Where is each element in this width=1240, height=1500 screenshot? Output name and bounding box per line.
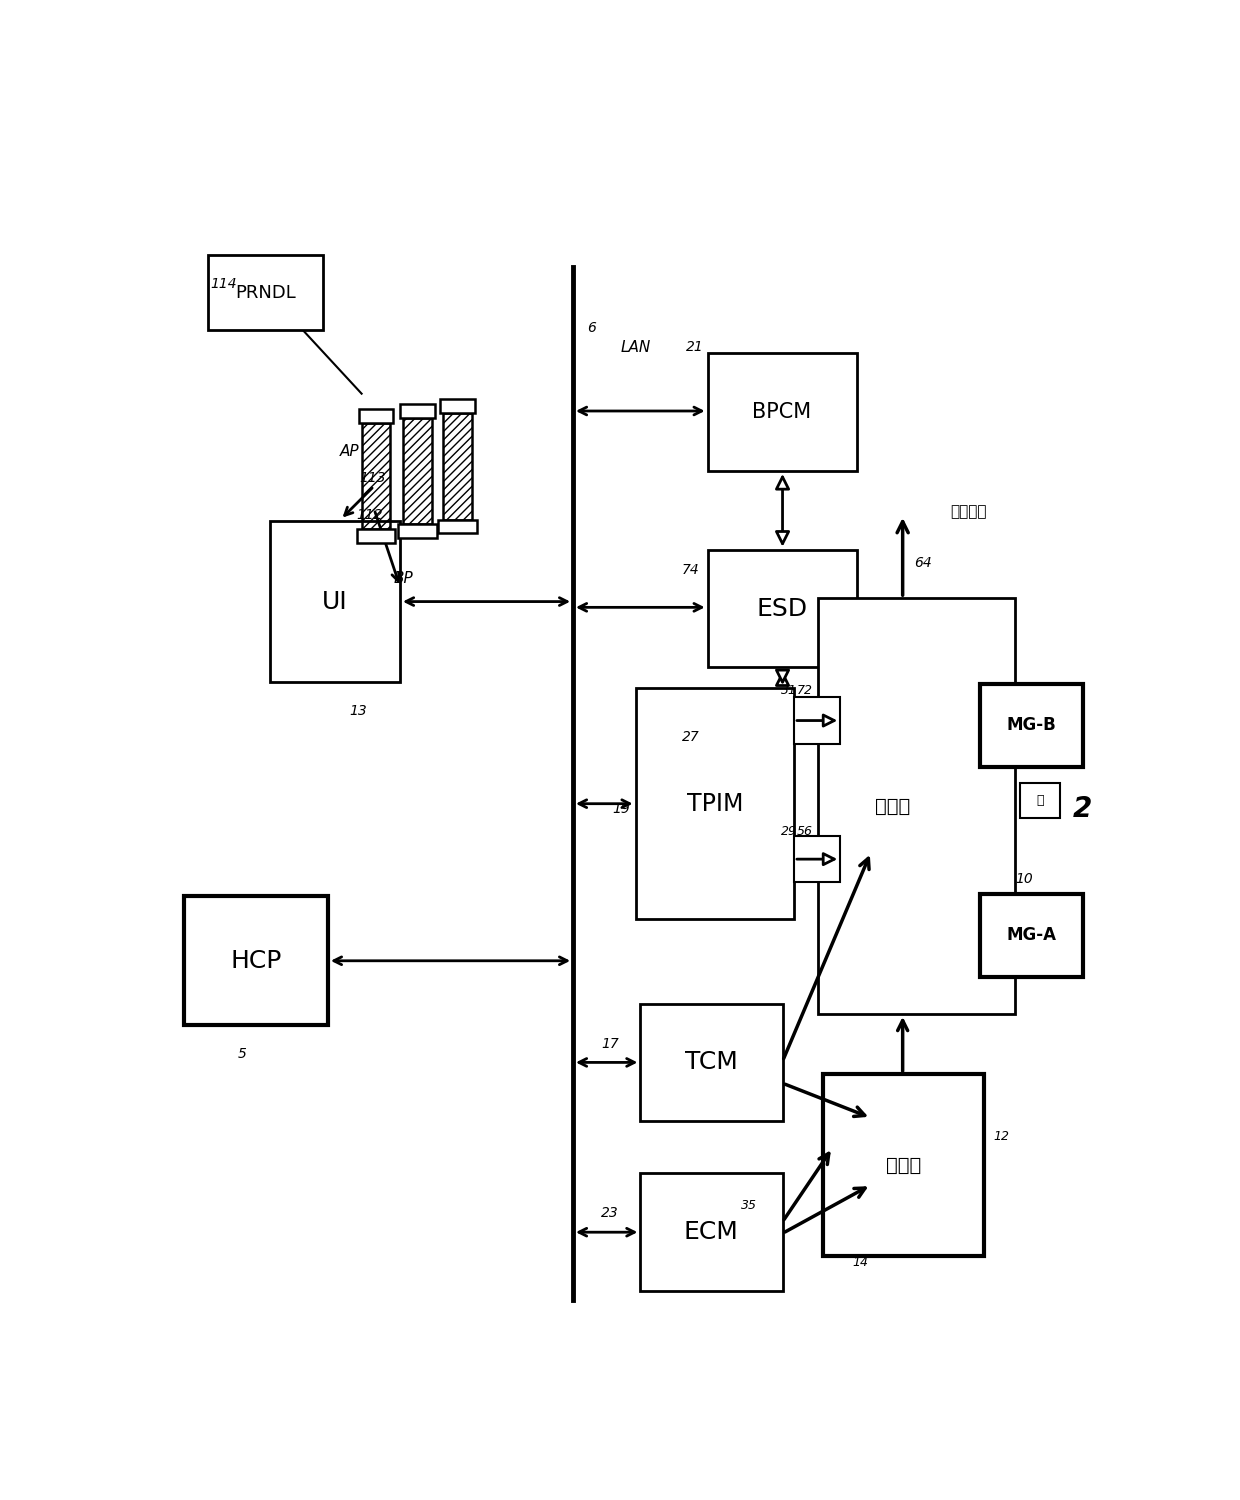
Text: 13: 13	[350, 705, 367, 718]
Bar	[635, 688, 794, 920]
Bar	[818, 598, 1016, 1014]
Bar	[980, 684, 1084, 766]
Text: TPIM: TPIM	[687, 792, 743, 816]
Text: LAN: LAN	[621, 340, 651, 356]
Text: 14: 14	[853, 1256, 869, 1269]
Bar	[208, 255, 324, 330]
Bar	[794, 836, 841, 882]
Text: 21: 21	[687, 340, 704, 354]
Text: 74: 74	[682, 564, 699, 578]
Bar	[640, 1173, 782, 1292]
Text: 29: 29	[781, 825, 796, 839]
Text: 5: 5	[238, 1047, 247, 1062]
Text: BP: BP	[393, 572, 413, 586]
Polygon shape	[398, 524, 436, 538]
Text: TCM: TCM	[684, 1050, 738, 1074]
Bar	[1019, 783, 1060, 818]
Text: ESD: ESD	[756, 597, 807, 621]
Text: 6: 6	[588, 321, 596, 334]
Bar	[794, 698, 841, 744]
Text: UI: UI	[322, 590, 348, 613]
Text: 56: 56	[797, 825, 813, 839]
Text: 到传动系: 到传动系	[951, 504, 987, 519]
Text: 112: 112	[357, 509, 383, 522]
Text: BPCM: BPCM	[753, 402, 812, 422]
Text: 113: 113	[360, 471, 387, 484]
Bar	[708, 354, 857, 471]
Text: ECM: ECM	[684, 1220, 739, 1244]
Polygon shape	[357, 530, 396, 543]
Text: 17: 17	[601, 1036, 619, 1052]
Text: 27: 27	[682, 729, 699, 744]
Polygon shape	[439, 519, 477, 534]
Text: MG-A: MG-A	[1007, 927, 1056, 945]
Text: MG-B: MG-B	[1007, 716, 1056, 734]
Text: 变速器: 变速器	[875, 796, 910, 816]
Bar	[823, 1074, 985, 1257]
Polygon shape	[358, 408, 393, 423]
Text: 31: 31	[781, 684, 796, 698]
Bar	[640, 1004, 782, 1122]
Text: 23: 23	[601, 1206, 619, 1219]
Text: AP: AP	[340, 444, 360, 459]
Text: 2: 2	[1073, 795, 1092, 824]
Text: HCP: HCP	[231, 950, 281, 974]
Polygon shape	[440, 399, 475, 414]
Bar	[980, 894, 1084, 977]
Text: 10: 10	[1016, 871, 1033, 886]
Text: 19: 19	[613, 802, 630, 816]
Text: 114: 114	[211, 278, 237, 291]
Text: 35: 35	[742, 1198, 758, 1212]
Text: 64: 64	[914, 556, 932, 570]
Text: 图: 图	[1037, 794, 1044, 807]
Text: 72: 72	[797, 684, 813, 698]
Text: 12: 12	[993, 1130, 1009, 1143]
Bar	[184, 896, 327, 1026]
Bar	[270, 520, 401, 682]
Text: PRNDL: PRNDL	[236, 284, 296, 302]
Text: 发动机: 发动机	[887, 1155, 921, 1174]
Polygon shape	[401, 404, 435, 418]
Bar	[708, 549, 857, 668]
